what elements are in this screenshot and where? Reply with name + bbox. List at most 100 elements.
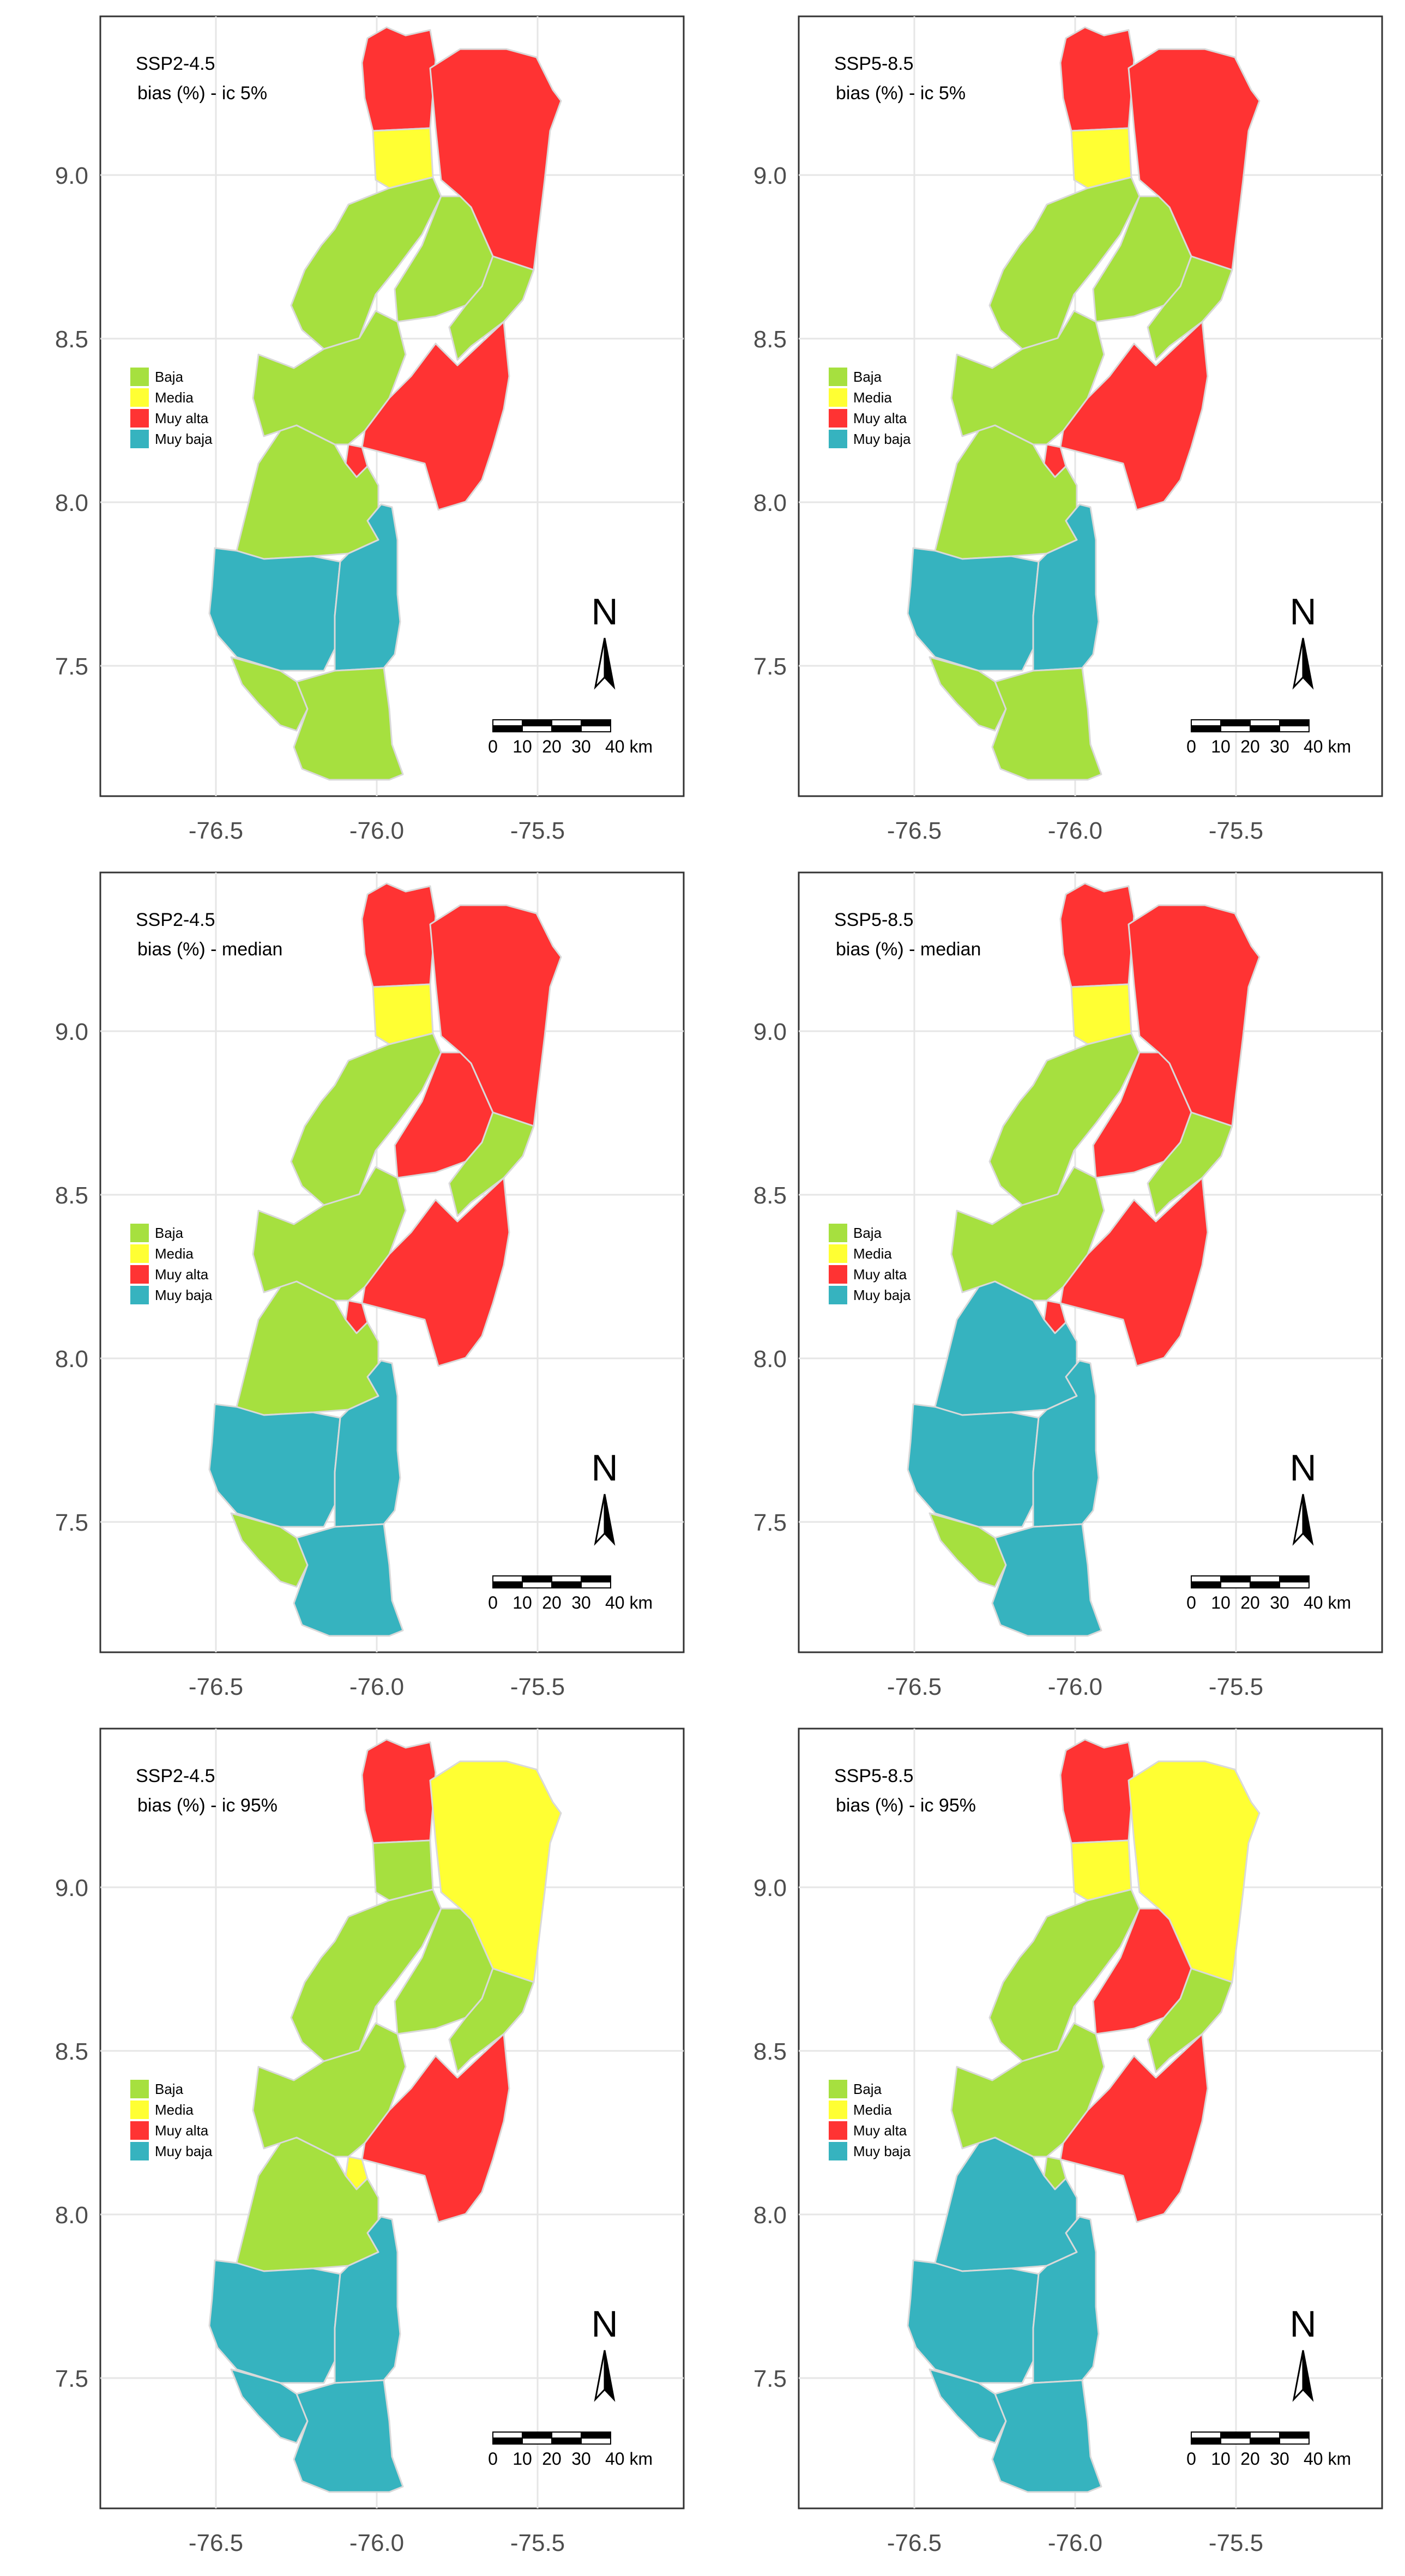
scale-bar-segment xyxy=(581,2431,611,2439)
legend-label: Muy alta xyxy=(155,2122,209,2139)
map-panel: SSP2-4.5 bias (%) - ic 95% Baja Media Muy al… xyxy=(55,1728,685,2556)
legend-swatch-muy-baja xyxy=(130,1286,149,1304)
panel-scenario-label: SSP2-4.5 xyxy=(136,910,215,930)
map-region-tip-w xyxy=(928,1512,1007,1588)
map-region-south-w xyxy=(907,1403,1040,1528)
legend-label: Muy baja xyxy=(853,431,911,447)
panel-metric-label: bias (%) - ic 5% xyxy=(137,83,267,104)
legend-label: Muy baja xyxy=(853,1287,911,1303)
legend-swatch-muy-alta xyxy=(130,2121,149,2140)
scale-bar-segment xyxy=(1191,725,1221,732)
y-tick-label: 8.5 xyxy=(55,2038,88,2065)
map-region-center-red xyxy=(1059,1177,1209,1367)
scale-bar-segment xyxy=(1250,2437,1280,2445)
scale-bar-segment xyxy=(492,1575,523,1582)
scale-bar-segment xyxy=(1250,2431,1280,2439)
scale-bar: 0 10 20 30 40 km xyxy=(488,2431,653,2469)
legend-swatch-baja xyxy=(829,2080,847,2098)
y-tick-label: 8.5 xyxy=(55,326,88,353)
y-tick-label: 8.0 xyxy=(55,2202,88,2229)
panel-scenario-label: SSP5-8.5 xyxy=(834,53,914,74)
scale-bar-segment xyxy=(492,2437,523,2445)
map-region-tip-e xyxy=(293,2379,404,2493)
scale-bar-label: 40 km xyxy=(1304,1593,1351,1612)
scale-bar-segment xyxy=(1220,2431,1251,2439)
scale-bar-label: 0 xyxy=(488,1593,498,1612)
scale-bar-segment xyxy=(1279,2437,1310,2445)
x-tick-label: -75.5 xyxy=(510,817,565,844)
legend-swatch-media xyxy=(829,1244,847,1263)
map-region-tip-w xyxy=(230,656,309,732)
map-region-north-e xyxy=(429,904,562,1127)
legend-label: Baja xyxy=(155,1225,184,1241)
legend-swatch-media xyxy=(130,388,149,407)
legend-swatch-muy-baja xyxy=(130,2142,149,2160)
map-region-north-w xyxy=(361,26,437,132)
legend-label: Muy alta xyxy=(155,410,209,426)
scale-bar-segment xyxy=(581,1575,611,1582)
scale-bar-label: 10 xyxy=(512,737,532,756)
scale-bar-segment xyxy=(581,725,611,732)
y-tick-label: 9.0 xyxy=(55,1019,88,1045)
scale-bar-label: 20 xyxy=(542,2449,562,2469)
map-region-tip-w xyxy=(230,2368,309,2444)
map-region-center-red xyxy=(361,321,510,511)
panel-metric-label: bias (%) - ic 95% xyxy=(836,1795,976,1816)
scale-bar-segment xyxy=(1220,1575,1251,1582)
map-region-center-e xyxy=(1147,1111,1233,1217)
legend-swatch-muy-baja xyxy=(829,2142,847,2160)
y-tick-label: 9.0 xyxy=(55,1875,88,1901)
map-region-south-e xyxy=(334,503,401,672)
map-region-center-e xyxy=(448,1967,535,2073)
map-region-mid-w xyxy=(950,310,1105,446)
map-region-north-e xyxy=(429,48,562,271)
legend-label: Media xyxy=(155,2102,194,2118)
map-region-south-w xyxy=(208,2259,341,2384)
y-tick-label: 8.0 xyxy=(55,490,88,516)
map-region-center-red xyxy=(1059,321,1209,511)
north-arrow-icon xyxy=(604,1494,616,1546)
map-region-mid-w xyxy=(252,2022,407,2158)
map-region-center-e xyxy=(1147,1967,1233,2073)
x-tick-label: -76.5 xyxy=(887,817,942,844)
scale-bar: 0 10 20 30 40 km xyxy=(1186,1575,1351,1612)
map-region-south-e xyxy=(1032,503,1100,672)
y-tick-label: 8.5 xyxy=(753,1182,787,1209)
scale-bar-label: 20 xyxy=(1240,1593,1260,1612)
x-tick-label: -76.0 xyxy=(349,817,404,844)
scale-bar-label: 30 xyxy=(1270,1593,1289,1612)
map-region-north-e xyxy=(1127,904,1261,1127)
map-region-center-red xyxy=(1059,2033,1209,2223)
scale-bar-segment xyxy=(1279,725,1310,732)
scale-bar-label: 20 xyxy=(1240,2449,1260,2469)
scale-bar-segment xyxy=(492,719,523,726)
scale-bar-segment xyxy=(492,1581,523,1588)
map-region-north-e xyxy=(1127,48,1261,271)
north-arrow-label: N xyxy=(1289,591,1316,633)
scale-bar-segment xyxy=(492,2431,523,2439)
legend-label: Baja xyxy=(155,2081,184,2097)
scale-bar-segment xyxy=(1191,1581,1221,1588)
scale-bar-segment xyxy=(551,725,582,732)
x-tick-label: -75.5 xyxy=(510,1674,565,1700)
scale-bar-segment xyxy=(1250,1581,1280,1588)
legend-swatch-media xyxy=(829,2100,847,2119)
legend-label: Media xyxy=(155,389,194,406)
scale-bar-label: 20 xyxy=(1240,737,1260,756)
map-region-south-w xyxy=(208,1403,341,1528)
scale-bar-label: 40 km xyxy=(1304,2449,1351,2469)
scale-bar-segment xyxy=(551,2431,582,2439)
scale-bar-label: 10 xyxy=(512,2449,532,2469)
scale-bar-label: 40 km xyxy=(605,2449,653,2469)
y-tick-label: 7.5 xyxy=(55,2366,88,2392)
scale-bar-label: 20 xyxy=(542,1593,562,1612)
panel-scenario-label: SSP2-4.5 xyxy=(136,1766,215,1786)
scale-bar-segment xyxy=(1220,2437,1251,2445)
scale-bar-segment xyxy=(1250,725,1280,732)
scale-bar-segment xyxy=(1250,1575,1280,1582)
scale-bar-segment xyxy=(522,1575,552,1582)
legend-label: Muy alta xyxy=(853,410,907,426)
scale-bar-segment xyxy=(551,1581,582,1588)
y-tick-label: 9.0 xyxy=(753,1019,787,1045)
